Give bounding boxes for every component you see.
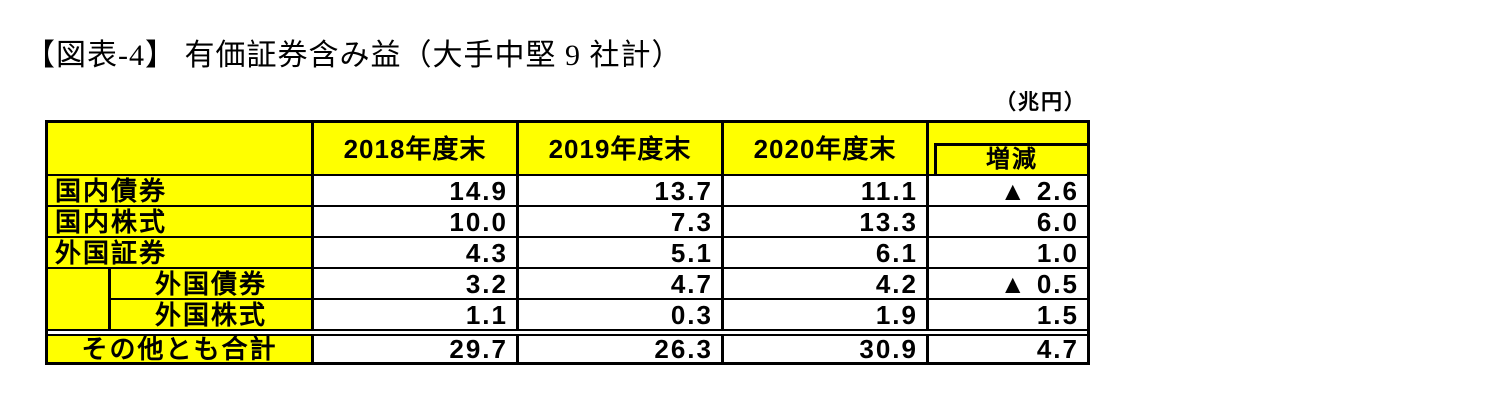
row-label: 国内株式 [48, 207, 311, 236]
securities-gains-table: 2018年度末 2019年度末 2020年度末 増減 国内債券 14.9 13.… [45, 120, 1090, 365]
value-cell: 26.3 [516, 336, 721, 362]
value-cell-change: ▲ 0.5 [926, 269, 1087, 298]
row-sublabel: 外国債券 [108, 269, 311, 298]
value-cell: 10.0 [311, 207, 516, 236]
change-header-box: 増減 [934, 143, 1087, 174]
value-cell: 1.9 [721, 300, 926, 329]
indented-rows-block: 外国債券 3.2 4.7 4.2 ▲ 0.5 外国株式 1.1 0.3 1.9 … [48, 269, 1087, 329]
value-cell: 30.9 [721, 336, 926, 362]
row-label: 外国証券 [48, 238, 311, 267]
table-row-domestic-bonds: 国内債券 14.9 13.7 11.1 ▲ 2.6 [48, 176, 1087, 207]
value-cell-change: 1.5 [926, 300, 1087, 329]
value-cell: 4.3 [311, 238, 516, 267]
figure-title: 【図表-4】 有価証券含み益（大手中堅 9 社計） [25, 39, 683, 72]
double-rule [48, 329, 1087, 336]
unit-label: （兆円） [995, 91, 1087, 114]
header-2020: 2020年度末 [721, 123, 926, 174]
value-cell-change: 1.0 [926, 238, 1087, 267]
header-empty-cell [48, 123, 311, 174]
row-label: 国内債券 [48, 176, 311, 205]
value-cell: 1.1 [311, 300, 516, 329]
value-cell: 14.9 [311, 176, 516, 205]
header-2019: 2019年度末 [516, 123, 721, 174]
table-header-row: 2018年度末 2019年度末 2020年度末 増減 [48, 123, 1087, 176]
value-cell: 11.1 [721, 176, 926, 205]
table-row-foreign-stocks: 外国株式 1.1 0.3 1.9 1.5 [108, 300, 1087, 329]
value-cell: 4.7 [516, 269, 721, 298]
value-cell: 0.3 [516, 300, 721, 329]
value-cell: 3.2 [311, 269, 516, 298]
table-row-foreign-bonds: 外国債券 3.2 4.7 4.2 ▲ 0.5 [108, 269, 1087, 300]
table-row-total: その他とも合計 29.7 26.3 30.9 4.7 [48, 336, 1087, 362]
value-cell-change: 4.7 [926, 336, 1087, 362]
value-cell: 29.7 [311, 336, 516, 362]
header-2018: 2018年度末 [311, 123, 516, 174]
table-row-foreign-securities: 外国証券 4.3 5.1 6.1 1.0 [48, 238, 1087, 269]
indented-rows: 外国債券 3.2 4.7 4.2 ▲ 0.5 外国株式 1.1 0.3 1.9 … [108, 269, 1087, 329]
total-row-label: その他とも合計 [48, 336, 311, 362]
table-row-domestic-stocks: 国内株式 10.0 7.3 13.3 6.0 [48, 207, 1087, 238]
value-cell: 13.7 [516, 176, 721, 205]
value-cell-change: ▲ 2.6 [926, 176, 1087, 205]
value-cell: 6.1 [721, 238, 926, 267]
value-cell-change: 6.0 [926, 207, 1087, 236]
value-cell: 7.3 [516, 207, 721, 236]
indent-strip [48, 269, 108, 329]
value-cell: 5.1 [516, 238, 721, 267]
value-cell: 13.3 [721, 207, 926, 236]
header-change-cell: 増減 [926, 123, 1087, 174]
value-cell: 4.2 [721, 269, 926, 298]
row-sublabel: 外国株式 [108, 300, 311, 329]
